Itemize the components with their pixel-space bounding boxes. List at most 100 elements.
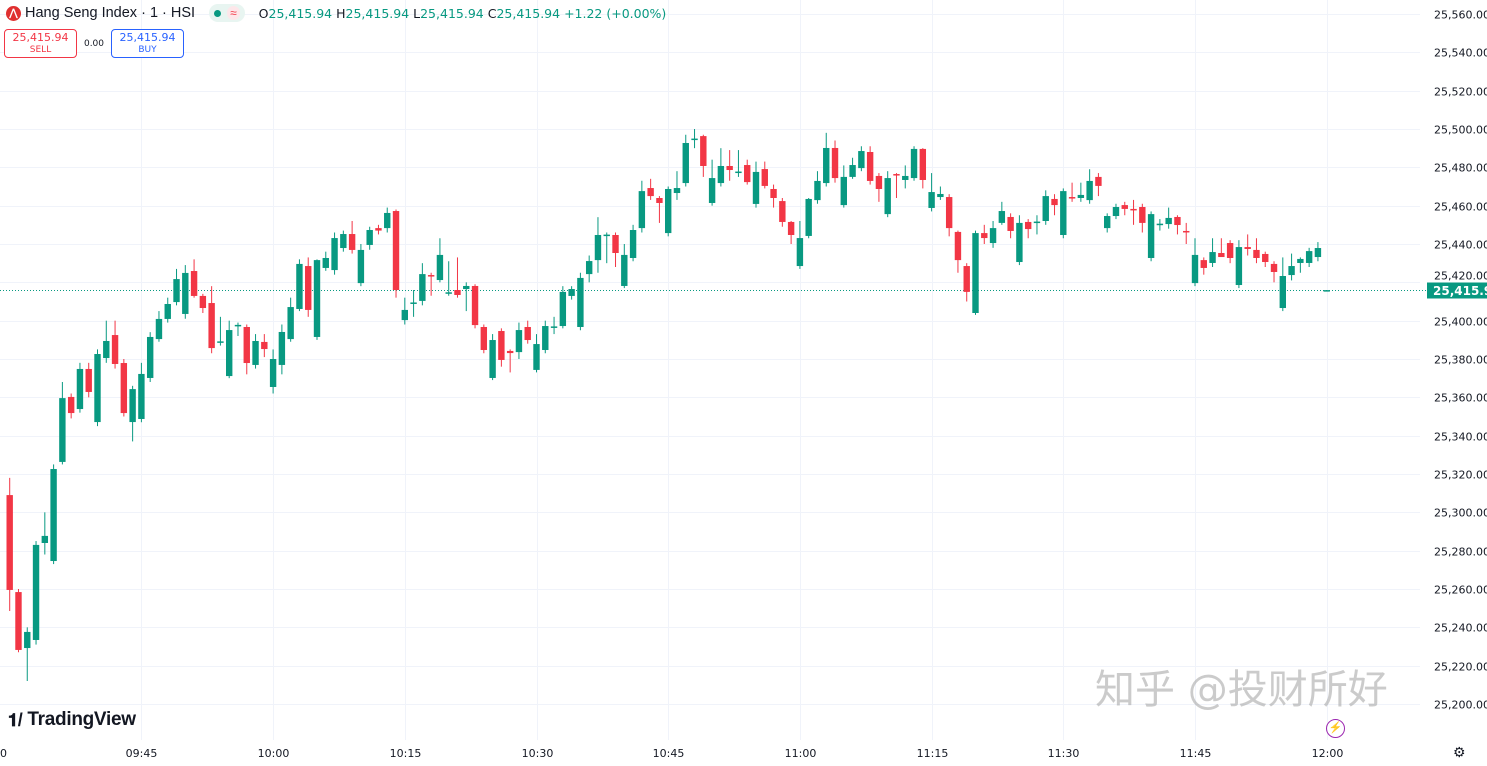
candle	[427, 272, 435, 296]
candle	[1130, 199, 1137, 225]
settings-gear-icon[interactable]: ⚙	[1453, 744, 1466, 760]
candle	[585, 255, 593, 283]
candle	[67, 393, 75, 419]
candle-body	[103, 340, 110, 359]
candle-body	[506, 350, 514, 354]
candle-body	[708, 178, 716, 203]
candle-body	[831, 147, 839, 179]
last-price-badge	[1427, 282, 1487, 299]
candle-body	[322, 257, 329, 268]
candle	[1042, 190, 1049, 225]
candle	[559, 286, 567, 329]
candle	[146, 332, 154, 382]
candle-body	[1007, 216, 1014, 231]
candle-body	[647, 188, 654, 197]
candle	[515, 322, 523, 359]
candle	[884, 171, 891, 218]
candle	[840, 165, 847, 208]
candle	[261, 334, 268, 358]
candle	[103, 320, 110, 363]
buy-button[interactable]: 25,415.94 BUY	[111, 29, 184, 58]
low-value: 25,415.94	[420, 5, 484, 21]
x-tick-label: 10:45	[653, 747, 685, 760]
candle	[199, 293, 207, 313]
y-tick-label: 25,500.00	[1434, 124, 1487, 137]
candle-body	[15, 592, 22, 650]
candle-body	[1262, 253, 1269, 263]
candle	[6, 477, 13, 612]
candle-body	[542, 326, 549, 350]
candle-body	[585, 261, 593, 275]
candle	[823, 132, 830, 187]
candle-body	[568, 289, 575, 296]
candle	[1262, 251, 1269, 267]
candle-body	[972, 233, 979, 313]
candle	[928, 173, 935, 212]
close-value: 25,415.94	[496, 5, 561, 21]
symbol-title[interactable]: Hang Seng Index · 1 · HSI	[25, 5, 196, 21]
candle	[937, 186, 944, 200]
candle-body	[1077, 194, 1085, 198]
candle	[761, 161, 768, 189]
candle	[480, 324, 488, 354]
candle	[893, 173, 900, 198]
y-tick-label: 25,340.00	[1434, 431, 1487, 444]
candle	[1165, 207, 1172, 229]
candle	[805, 198, 812, 239]
candle-body	[1165, 217, 1172, 225]
candle	[752, 161, 760, 208]
candle	[94, 349, 101, 427]
lightning-event-icon[interactable]: ⚡	[1326, 719, 1345, 738]
candle-body	[621, 254, 628, 286]
candle	[1077, 182, 1085, 202]
candle	[1112, 203, 1120, 220]
candle	[129, 385, 136, 442]
candle-body	[770, 188, 777, 198]
candle	[550, 316, 558, 335]
market-open-dot-icon	[214, 9, 222, 17]
candle	[120, 359, 128, 417]
candle	[708, 159, 716, 206]
candle-body	[805, 198, 812, 236]
tradingview-logo[interactable]: 𝟏/ TradingView	[8, 709, 136, 730]
candle	[59, 382, 66, 465]
candle-body	[269, 359, 277, 387]
candle-body	[1024, 221, 1032, 230]
y-tick-label: 25,480.00	[1434, 162, 1487, 175]
candle	[1314, 242, 1322, 262]
x-tick-label: 12:00	[1312, 747, 1344, 760]
candle	[234, 322, 242, 336]
candle-body	[814, 180, 821, 201]
candle-body	[120, 363, 128, 414]
candle-body	[59, 398, 66, 462]
candle	[506, 349, 514, 373]
candle-body	[419, 274, 426, 301]
candle	[814, 171, 821, 204]
hsi-symbol-icon: ⋀	[6, 5, 21, 21]
candle-body	[840, 176, 847, 206]
candle-body	[910, 148, 918, 179]
candle	[348, 221, 356, 254]
candle	[998, 201, 1006, 225]
candle	[489, 334, 496, 381]
candle-body	[1174, 216, 1181, 226]
candle	[32, 541, 40, 645]
x-tick-label: 0	[0, 747, 7, 760]
candle	[1095, 173, 1102, 197]
market-status[interactable]: ≈	[209, 4, 245, 22]
candle	[1200, 257, 1207, 275]
candle-body	[963, 266, 970, 292]
candle	[357, 244, 365, 287]
candle	[164, 297, 171, 323]
candle-body	[1314, 248, 1322, 258]
candle-body	[1156, 223, 1164, 226]
candle	[24, 627, 31, 681]
candle	[849, 157, 856, 179]
y-tick-label: 25,360.00	[1434, 392, 1487, 405]
high-value: 25,415.94	[345, 5, 410, 21]
y-tick-label: 25,460.00	[1434, 201, 1487, 214]
candle	[629, 224, 637, 262]
candle-body	[796, 238, 804, 267]
sell-button[interactable]: 25,415.94 SELL	[4, 29, 77, 58]
